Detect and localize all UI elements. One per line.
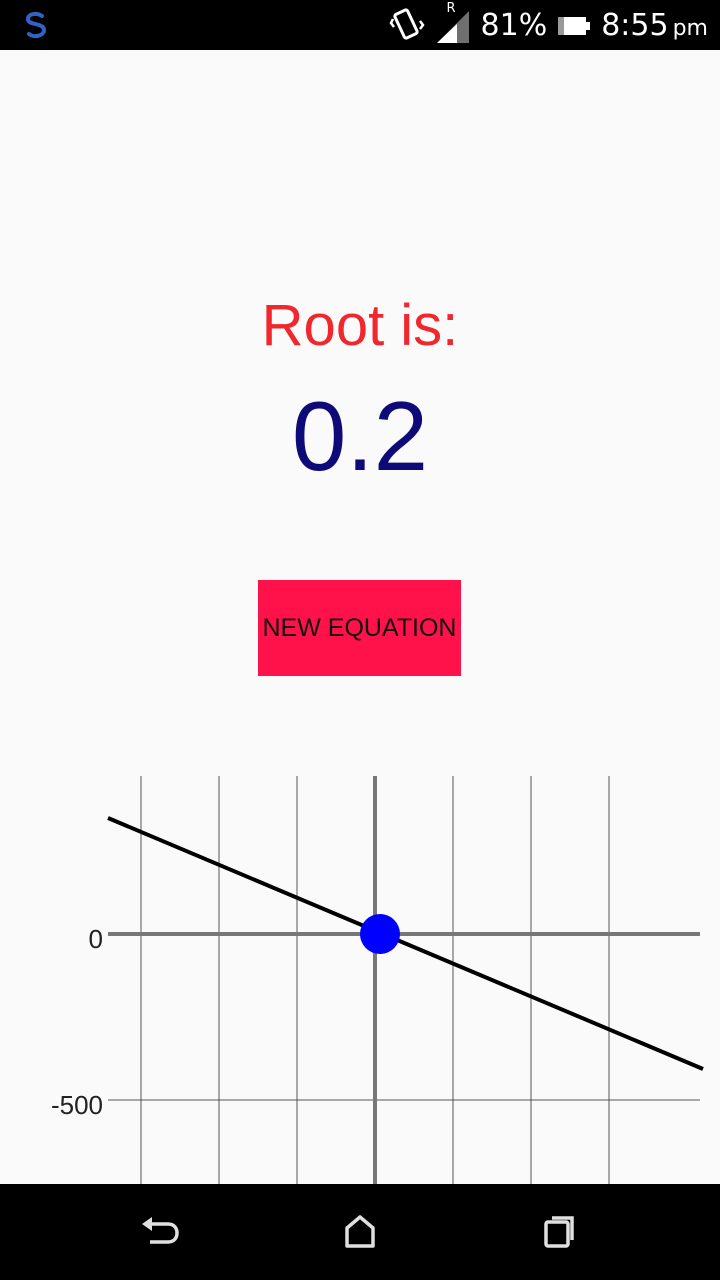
signal-icon: R (435, 1, 471, 45)
new-equation-button[interactable]: NEW EQUATION (258, 580, 461, 676)
root-value: 0.2 (291, 381, 429, 491)
recents-icon[interactable] (534, 1206, 586, 1258)
roaming-label: R (446, 1, 456, 16)
navigation-bar (0, 1184, 720, 1280)
status-time: 8:55 pm (601, 7, 708, 43)
grid-lines (108, 776, 700, 1184)
back-icon[interactable] (134, 1206, 186, 1258)
root-label: Root is: (261, 293, 459, 358)
equation-line (107, 816, 704, 1071)
y-tick-label-1: -500 (51, 1090, 103, 1120)
status-bar: R 81% 8:55 pm (0, 0, 720, 50)
root-point (360, 914, 400, 954)
app-s-icon (25, 11, 47, 39)
equation-graph: 0 -500 (51, 776, 704, 1184)
battery-percent: 81% (480, 7, 548, 43)
battery-icon (558, 17, 591, 35)
home-icon[interactable] (334, 1206, 386, 1258)
y-tick-label-0: 0 (89, 924, 103, 954)
vibrate-icon (389, 8, 425, 40)
axes (108, 776, 700, 1184)
